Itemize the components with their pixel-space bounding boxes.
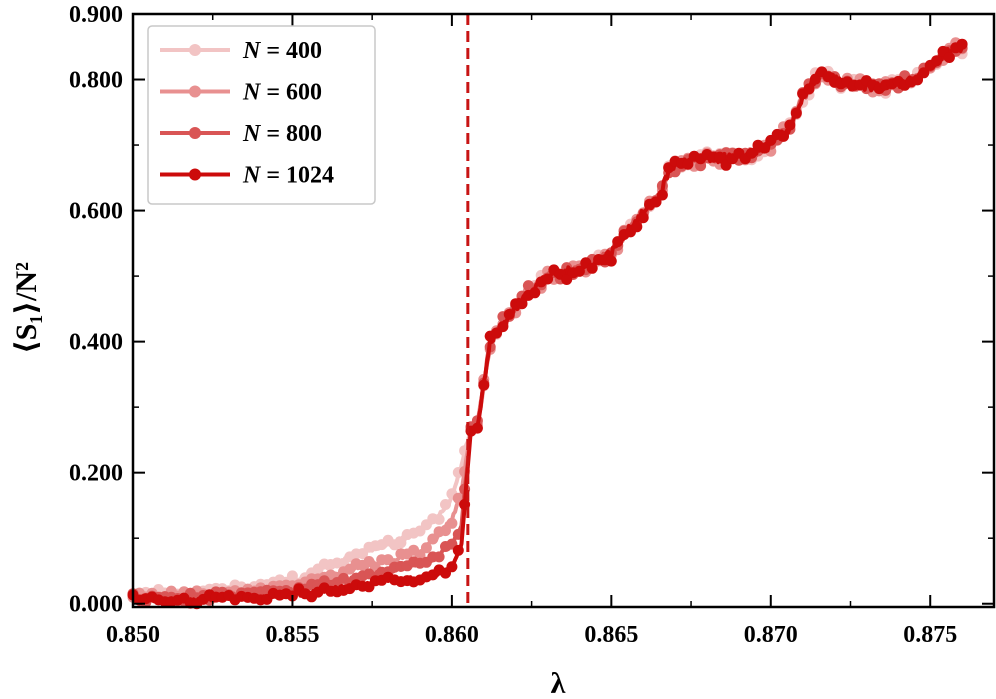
x-tick-label: 0.850 [106,622,160,648]
legend-label: N = 800 [242,121,322,147]
series-point [446,517,458,529]
series-point [446,561,458,573]
series-point [912,74,923,86]
legend-label: N = 400 [242,38,322,64]
series-point [943,52,955,63]
legend-label: N = 1024 [242,163,334,189]
series-point [956,38,968,50]
legend-marker [189,44,201,56]
series-point [803,83,815,95]
legend-marker [189,168,201,181]
series-point [440,499,451,510]
legend-marker [189,85,201,98]
series-point [471,422,483,434]
series-point [516,298,528,310]
x-tick-label: 0.870 [744,622,798,648]
series-point [682,158,694,170]
x-tick-label: 0.875 [903,622,957,648]
series-point [637,212,649,224]
series-point [452,544,464,556]
series-point [573,265,585,277]
series-point [650,196,662,208]
legend-box [147,25,376,205]
series-point [605,255,617,267]
y-axis-label: ⟨S₁⟩/N² [10,262,43,354]
y-tick-label: 0.400 [69,330,123,356]
legend: N = 400 N = 600 N = 800 N = 1024 [147,25,376,205]
y-tick-label: 0.600 [69,199,123,225]
series-point [778,130,789,142]
axes-layer: 0.850 0.855 0.860 0.865 0.870 0.875 0.000 0.200… [69,2,996,648]
series-point [395,537,407,549]
series-point [631,221,643,233]
y-tick-label: 0.800 [69,68,123,94]
series-point [612,236,624,248]
series-point [746,147,758,159]
series-point [478,379,490,391]
y-tick-label: 0.900 [69,2,123,28]
series-point [542,273,554,285]
series-point [656,189,668,201]
series-point [758,142,770,154]
series-point [440,525,451,537]
x-axis-label: λ [551,667,566,699]
y-tick-label: 0.200 [69,461,123,487]
series-point [420,542,432,554]
series-point [427,533,439,545]
series-point [784,119,796,131]
y-tick-label: 0.000 [69,592,123,618]
data-layer [127,14,968,610]
x-tick-label: 0.860 [425,622,479,648]
series-point [529,287,541,299]
series-point [918,67,930,79]
series-point [586,262,598,274]
series-point [714,151,726,163]
series-point [931,55,943,67]
x-tick-label: 0.865 [584,622,638,648]
series-point [286,570,298,582]
legend-marker [189,127,201,139]
series-point [809,73,821,85]
series-point [497,321,509,333]
series-point [433,551,445,563]
series-point [433,513,445,525]
legend-label: N = 600 [242,80,322,106]
x-tick-label: 0.855 [265,622,319,648]
series-point [790,107,802,119]
series-point [503,308,515,320]
plot-frame [131,12,996,609]
